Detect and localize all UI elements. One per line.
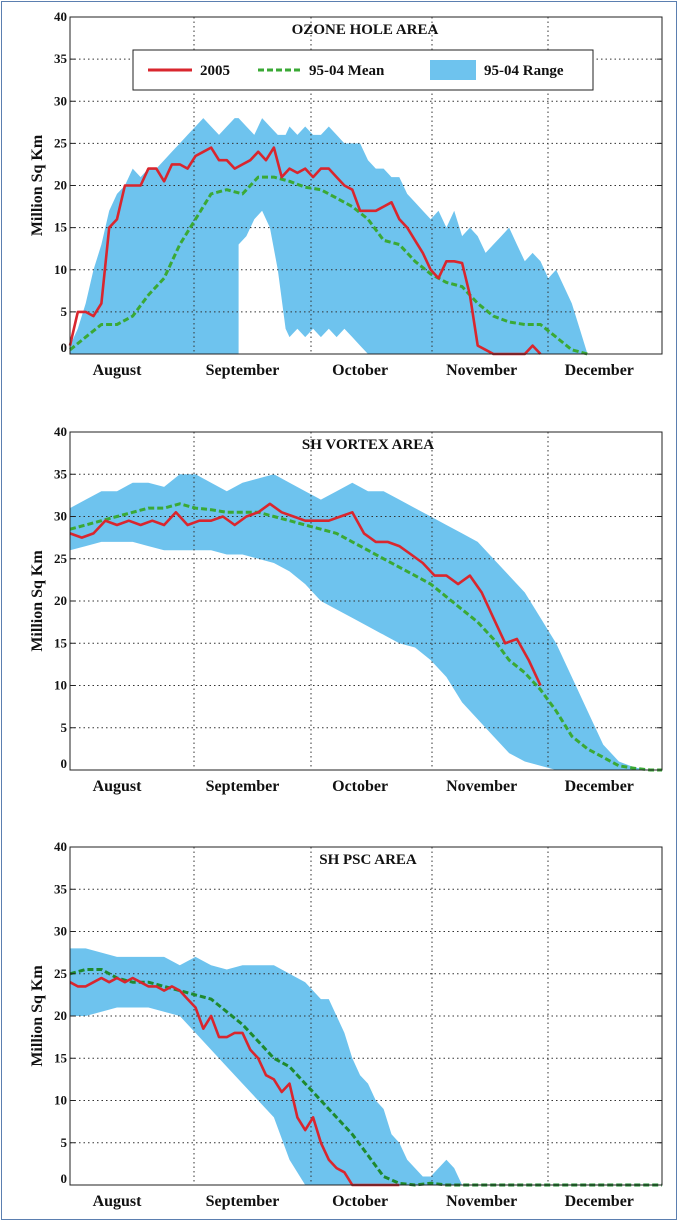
y-tick-label: 20 (54, 178, 67, 193)
panel-3: 0 5 10 15 20 25 30 35 40 August September October No… (29, 839, 663, 1210)
y-tick-label: 0 (61, 340, 68, 355)
legend-box (132, 49, 594, 91)
y-tick-label: 35 (54, 466, 68, 481)
y-tick-label: 20 (54, 593, 67, 608)
month-label-november: November (446, 1193, 517, 1210)
y-tick-label: 5 (61, 1135, 68, 1150)
month-label-october: October (332, 1193, 388, 1210)
mean-line-2 (69, 502, 662, 772)
y-tick-label: 15 (54, 635, 68, 650)
y-tick-label: 25 (54, 135, 68, 150)
y-tick-label: 20 (54, 1008, 67, 1023)
month-label-august: August (93, 1193, 143, 1210)
chart-title-2: SH VORTEX AREA (302, 437, 434, 453)
y-tick-label: 40 (54, 9, 67, 24)
month-label-september: September (206, 1193, 280, 1210)
y-axis-label: Million Sq Km (29, 134, 46, 236)
month-label-october: October (332, 362, 388, 379)
chart-title-1: OZONE HOLE AREA (292, 22, 439, 38)
month-label-august: August (93, 778, 143, 795)
y-tick-label: 30 (54, 509, 67, 524)
y-tick-label: 30 (54, 924, 67, 939)
y-axis-label: Million Sq Km (29, 550, 46, 652)
y-tick-label: 15 (54, 1050, 68, 1065)
y-tick-label: 5 (61, 304, 68, 319)
month-label-august: August (93, 362, 143, 379)
y-tick-label: 10 (54, 678, 67, 693)
y-tick-label: 35 (54, 51, 68, 66)
panel-2: 0 5 10 15 20 25 30 35 40 August September October No… (29, 424, 663, 795)
panel-1: 0 5 10 15 20 25 30 35 40 August September October No… (29, 9, 663, 379)
legend: 2005 95-04 Mean 95-04 Range (132, 49, 594, 91)
legend-label-mean: 95-04 Mean (309, 63, 385, 79)
chart-title-3: SH PSC AREA (319, 852, 417, 868)
y-tick-label: 25 (54, 966, 68, 981)
range-band-3 (70, 948, 478, 1185)
y-tick-label: 25 (54, 551, 68, 566)
y-axis-label: Million Sq Km (29, 965, 46, 1067)
y-tick-label: 5 (61, 720, 68, 735)
month-label-september: September (206, 778, 280, 795)
y-tick-label: 0 (61, 1171, 68, 1186)
y-tick-label: 10 (54, 1093, 67, 1108)
month-label-december: December (565, 778, 634, 795)
month-label-december: December (565, 362, 634, 379)
legend-swatch-range (430, 60, 476, 80)
legend-label-2005: 2005 (200, 63, 230, 79)
range-band-2 (70, 474, 662, 770)
month-label-november: November (446, 362, 517, 379)
y-tick-label: 0 (61, 756, 68, 771)
month-label-october: October (332, 778, 388, 795)
obs-2005-line-1 (68, 146, 542, 356)
month-label-november: November (446, 778, 517, 795)
y-tick-label: 10 (54, 262, 67, 277)
mean-line-1 (69, 175, 588, 356)
range-band-1 (70, 118, 588, 354)
legend-label-range: 95-04 Range (484, 63, 564, 79)
y-tick-label: 40 (54, 839, 67, 854)
month-label-december: December (565, 1193, 634, 1210)
y-tick-label: 15 (54, 220, 68, 235)
obs-2005-line-3 (69, 976, 400, 1187)
obs-2005-line-2 (69, 502, 542, 687)
month-label-september: September (206, 362, 280, 379)
y-tick-label: 30 (54, 93, 67, 108)
y-tick-label: 35 (54, 881, 68, 896)
y-tick-label: 40 (54, 424, 67, 439)
